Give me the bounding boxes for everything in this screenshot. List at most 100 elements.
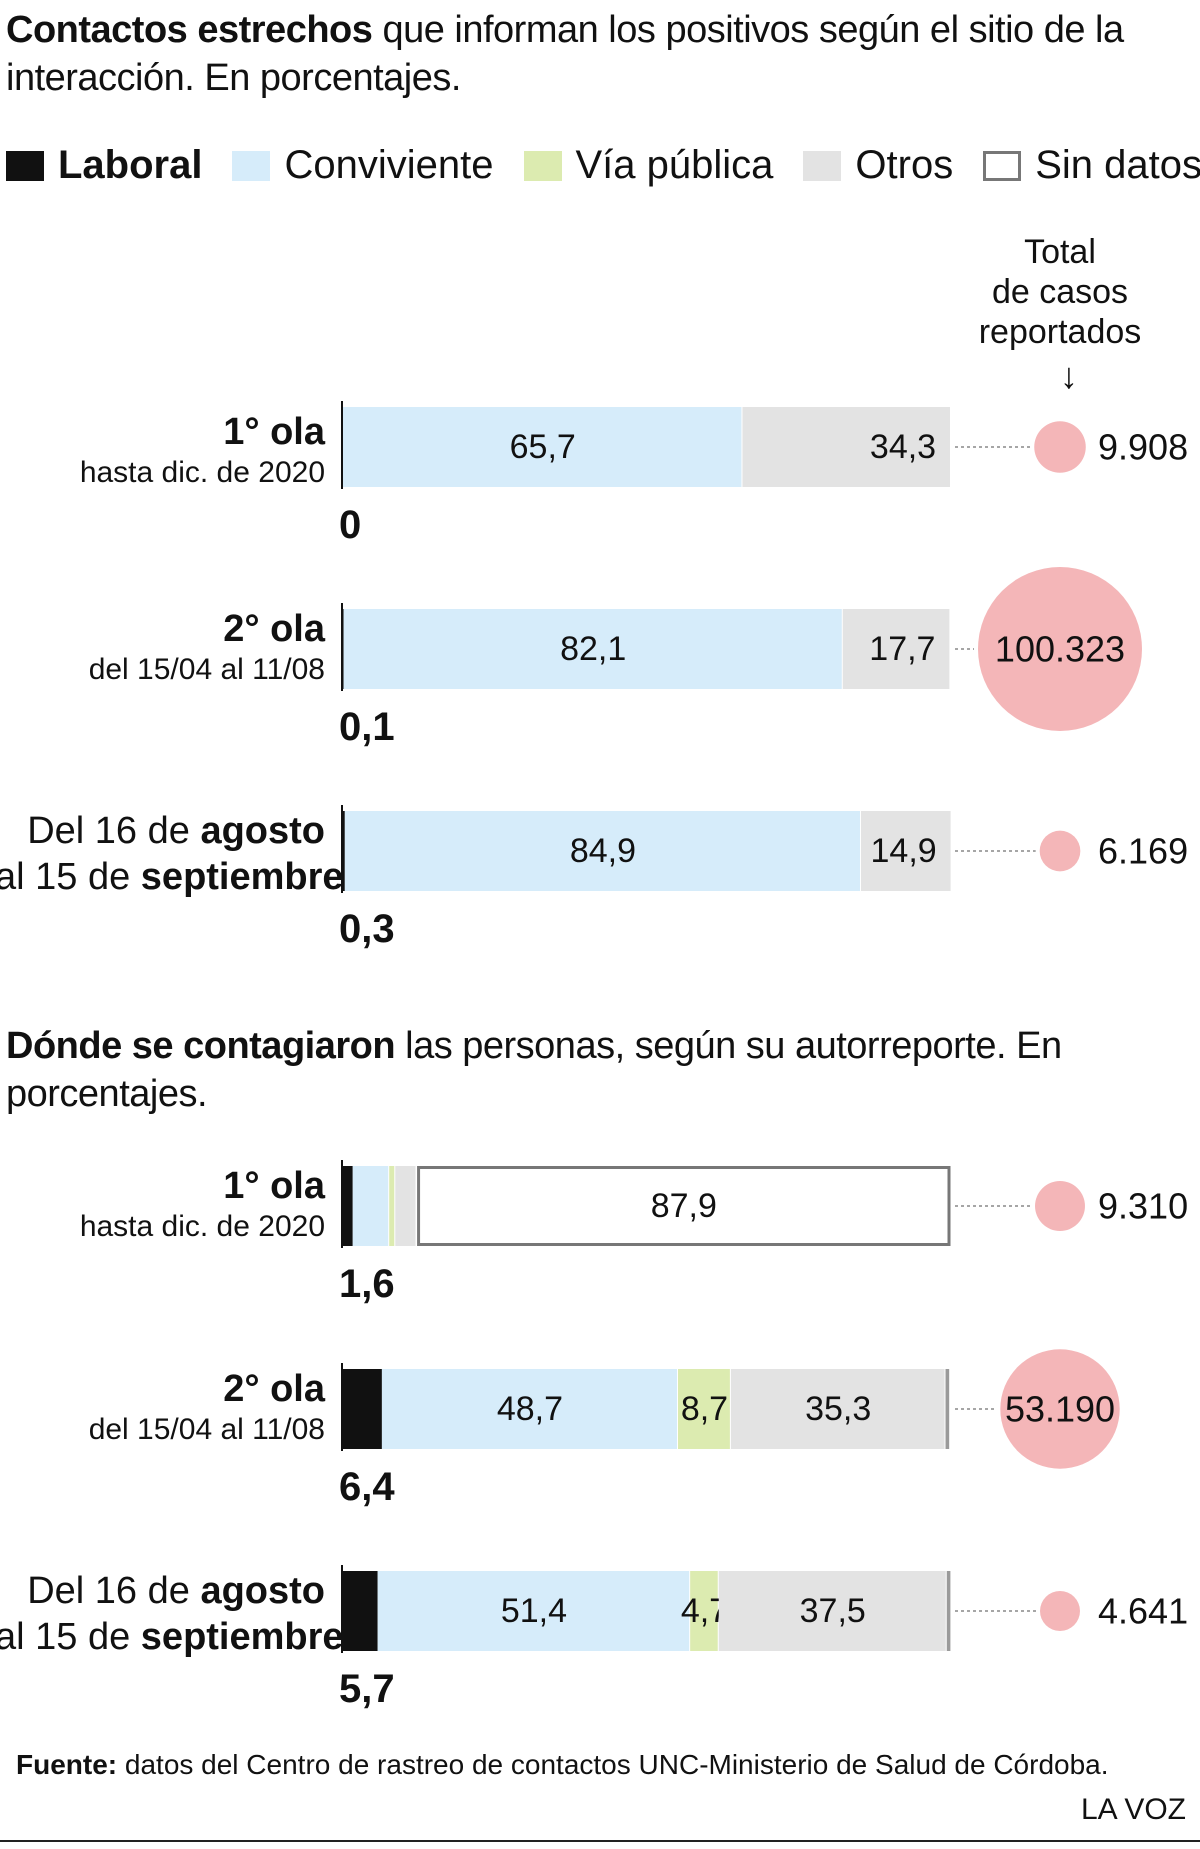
row-label-sub: del 15/04 al 11/08 xyxy=(88,1413,325,1446)
row-label-main: 1° ola xyxy=(223,1165,325,1207)
chart2-title-rest: las personas, según su autorreporte. En … xyxy=(6,1025,1062,1115)
bar-segment-otros xyxy=(742,407,951,487)
bar-segment-laboral xyxy=(343,1369,382,1449)
chart2-row2-label: 2° ola del 15/04 al 11/08 xyxy=(0,1366,325,1448)
bar-segment-sin-datos xyxy=(945,1369,950,1449)
row-label-main-2: al 15 de septiembre xyxy=(0,856,344,898)
bar-segment-laboral xyxy=(343,1571,378,1651)
chart2-title: Dónde se contagiaron las personas, según… xyxy=(6,1022,1186,1118)
brand-logo: LA VOZ xyxy=(1080,1793,1186,1826)
bar-value-label: 51,4 xyxy=(501,1592,567,1630)
legend-label-laboral: Laboral xyxy=(58,143,203,187)
chart2-row1-label: 1° ola hasta dic. de 2020 xyxy=(0,1163,325,1245)
bar-value-label: 82,1 xyxy=(560,630,626,668)
chart1-row1-label: 1° ola hasta dic. de 2020 xyxy=(0,409,325,491)
chart1-title-rest: que informan los positivos según el siti… xyxy=(6,9,1124,99)
row-label-main: 2° ola xyxy=(223,1368,325,1410)
bar-segment-sin-datos xyxy=(946,1571,951,1651)
legend-swatch-otros xyxy=(803,150,842,181)
bar-value-label: 37,5 xyxy=(800,1592,866,1630)
total-circle xyxy=(1034,421,1086,473)
bar-value-label: 17,7 xyxy=(869,630,935,668)
legend-item-conviviente: Conviviente xyxy=(232,143,494,188)
bar-value-label: 87,9 xyxy=(651,1187,717,1225)
laboral-value-label: 6,4 xyxy=(339,1465,395,1509)
total-value-label: 9.908 xyxy=(1098,427,1188,468)
total-circle xyxy=(978,567,1142,731)
total-value-label: 6.169 xyxy=(1098,831,1188,872)
bar-segment-via-publica xyxy=(690,1571,719,1651)
legend-swatch-laboral xyxy=(6,150,44,181)
bar-segment-via-publica xyxy=(389,1166,396,1246)
row-label-sub: hasta dic. de 2020 xyxy=(79,456,325,489)
bar-segment-laboral xyxy=(343,1166,353,1246)
bar-value-label: 35,3 xyxy=(805,1390,871,1428)
footer-divider xyxy=(0,1840,1200,1842)
total-header: Total de casos reportados xyxy=(950,232,1170,352)
bar-segment-otros xyxy=(718,1571,947,1651)
chart1-title: Contactos estrechos que informan los pos… xyxy=(6,6,1186,102)
chart1-row3-label: Del 16 de agosto al 15 de septiembre xyxy=(0,808,344,900)
bar-segment-sin-datos xyxy=(417,1166,951,1246)
legend: Laboral Conviviente Vía pública Otros Si… xyxy=(6,143,1200,188)
legend-label-otros: Otros xyxy=(855,143,954,187)
total-circle xyxy=(1000,1349,1120,1469)
bar-value-label: 8,7 xyxy=(681,1390,728,1428)
legend-swatch-via-publica xyxy=(523,150,562,181)
legend-label-sin-datos: Sin datos xyxy=(1035,143,1200,187)
bar-segment-conviviente xyxy=(343,609,843,689)
bar-segment-otros xyxy=(395,1166,417,1246)
bar-segment-conviviente xyxy=(343,407,743,487)
source-label: Fuente: xyxy=(16,1749,118,1780)
row-label-main-2: al 15 de septiembre xyxy=(0,1616,344,1658)
chart2-title-bold: Dónde se contagiaron xyxy=(6,1025,396,1067)
bar-segment-laboral xyxy=(343,811,345,891)
laboral-value-label: 0,3 xyxy=(339,907,395,951)
row-label-sub: hasta dic. de 2020 xyxy=(79,1210,325,1243)
bar-value-label: 14,9 xyxy=(871,832,937,870)
total-value-label: 100.323 xyxy=(995,629,1125,670)
laboral-value-label: 5,7 xyxy=(339,1667,395,1711)
chart2-row3-label: Del 16 de agosto al 15 de septiembre xyxy=(0,1568,344,1660)
laboral-value-label: 0 xyxy=(339,503,361,547)
bar-segment-otros xyxy=(730,1369,946,1449)
legend-swatch-conviviente xyxy=(232,150,271,181)
legend-label-conviviente: Conviviente xyxy=(284,143,494,187)
row-label-main: Del 16 de agosto xyxy=(27,1570,325,1612)
total-circle xyxy=(1039,830,1081,872)
bar-value-label: 84,9 xyxy=(570,832,636,870)
total-header-line1: Total xyxy=(1024,233,1096,271)
bar-value-label: 48,7 xyxy=(497,1390,563,1428)
legend-item-laboral: Laboral xyxy=(6,143,202,188)
bar-value-label: 65,7 xyxy=(510,428,576,466)
legend-item-via-publica: Vía pública xyxy=(523,143,774,188)
total-circle xyxy=(1040,1591,1080,1631)
laboral-value-label: 1,6 xyxy=(339,1262,395,1306)
bar-segment-conviviente xyxy=(381,1369,679,1449)
total-header-line3: reportados xyxy=(978,313,1142,351)
laboral-value-label: 0,1 xyxy=(339,705,395,749)
chart1-row2-label: 2° ola del 15/04 al 11/08 xyxy=(0,606,325,688)
bar-segment-otros xyxy=(861,811,952,891)
legend-item-sin-datos: Sin datos xyxy=(983,143,1200,188)
bar-segment-conviviente xyxy=(377,1571,691,1651)
row-label-main: 2° ola xyxy=(223,608,325,650)
row-label-sub: del 15/04 al 11/08 xyxy=(88,653,325,686)
bar-value-label: 34,3 xyxy=(870,428,936,466)
source-note: Fuente: datos del Centro de rastreo de c… xyxy=(16,1749,1109,1781)
total-circle xyxy=(1035,1181,1085,1231)
arrow-down-icon: ↓ xyxy=(1060,355,1078,396)
bar-segment-conviviente xyxy=(352,1166,390,1246)
bar-segment-conviviente xyxy=(344,811,862,891)
total-header-line2: de casos xyxy=(991,273,1129,311)
legend-label-via-publica: Vía pública xyxy=(575,143,774,187)
row-label-main: 1° ola xyxy=(223,411,325,453)
source-text: datos del Centro de rastreo de contactos… xyxy=(117,1749,1109,1780)
row-label-main: Del 16 de agosto xyxy=(27,810,325,852)
total-value-label: 53.190 xyxy=(1005,1389,1115,1430)
total-value-label: 4.641 xyxy=(1098,1591,1188,1632)
bar-segment-laboral xyxy=(343,609,344,689)
bar-segment-via-publica xyxy=(678,1369,731,1449)
bar-segment-otros xyxy=(842,609,951,689)
